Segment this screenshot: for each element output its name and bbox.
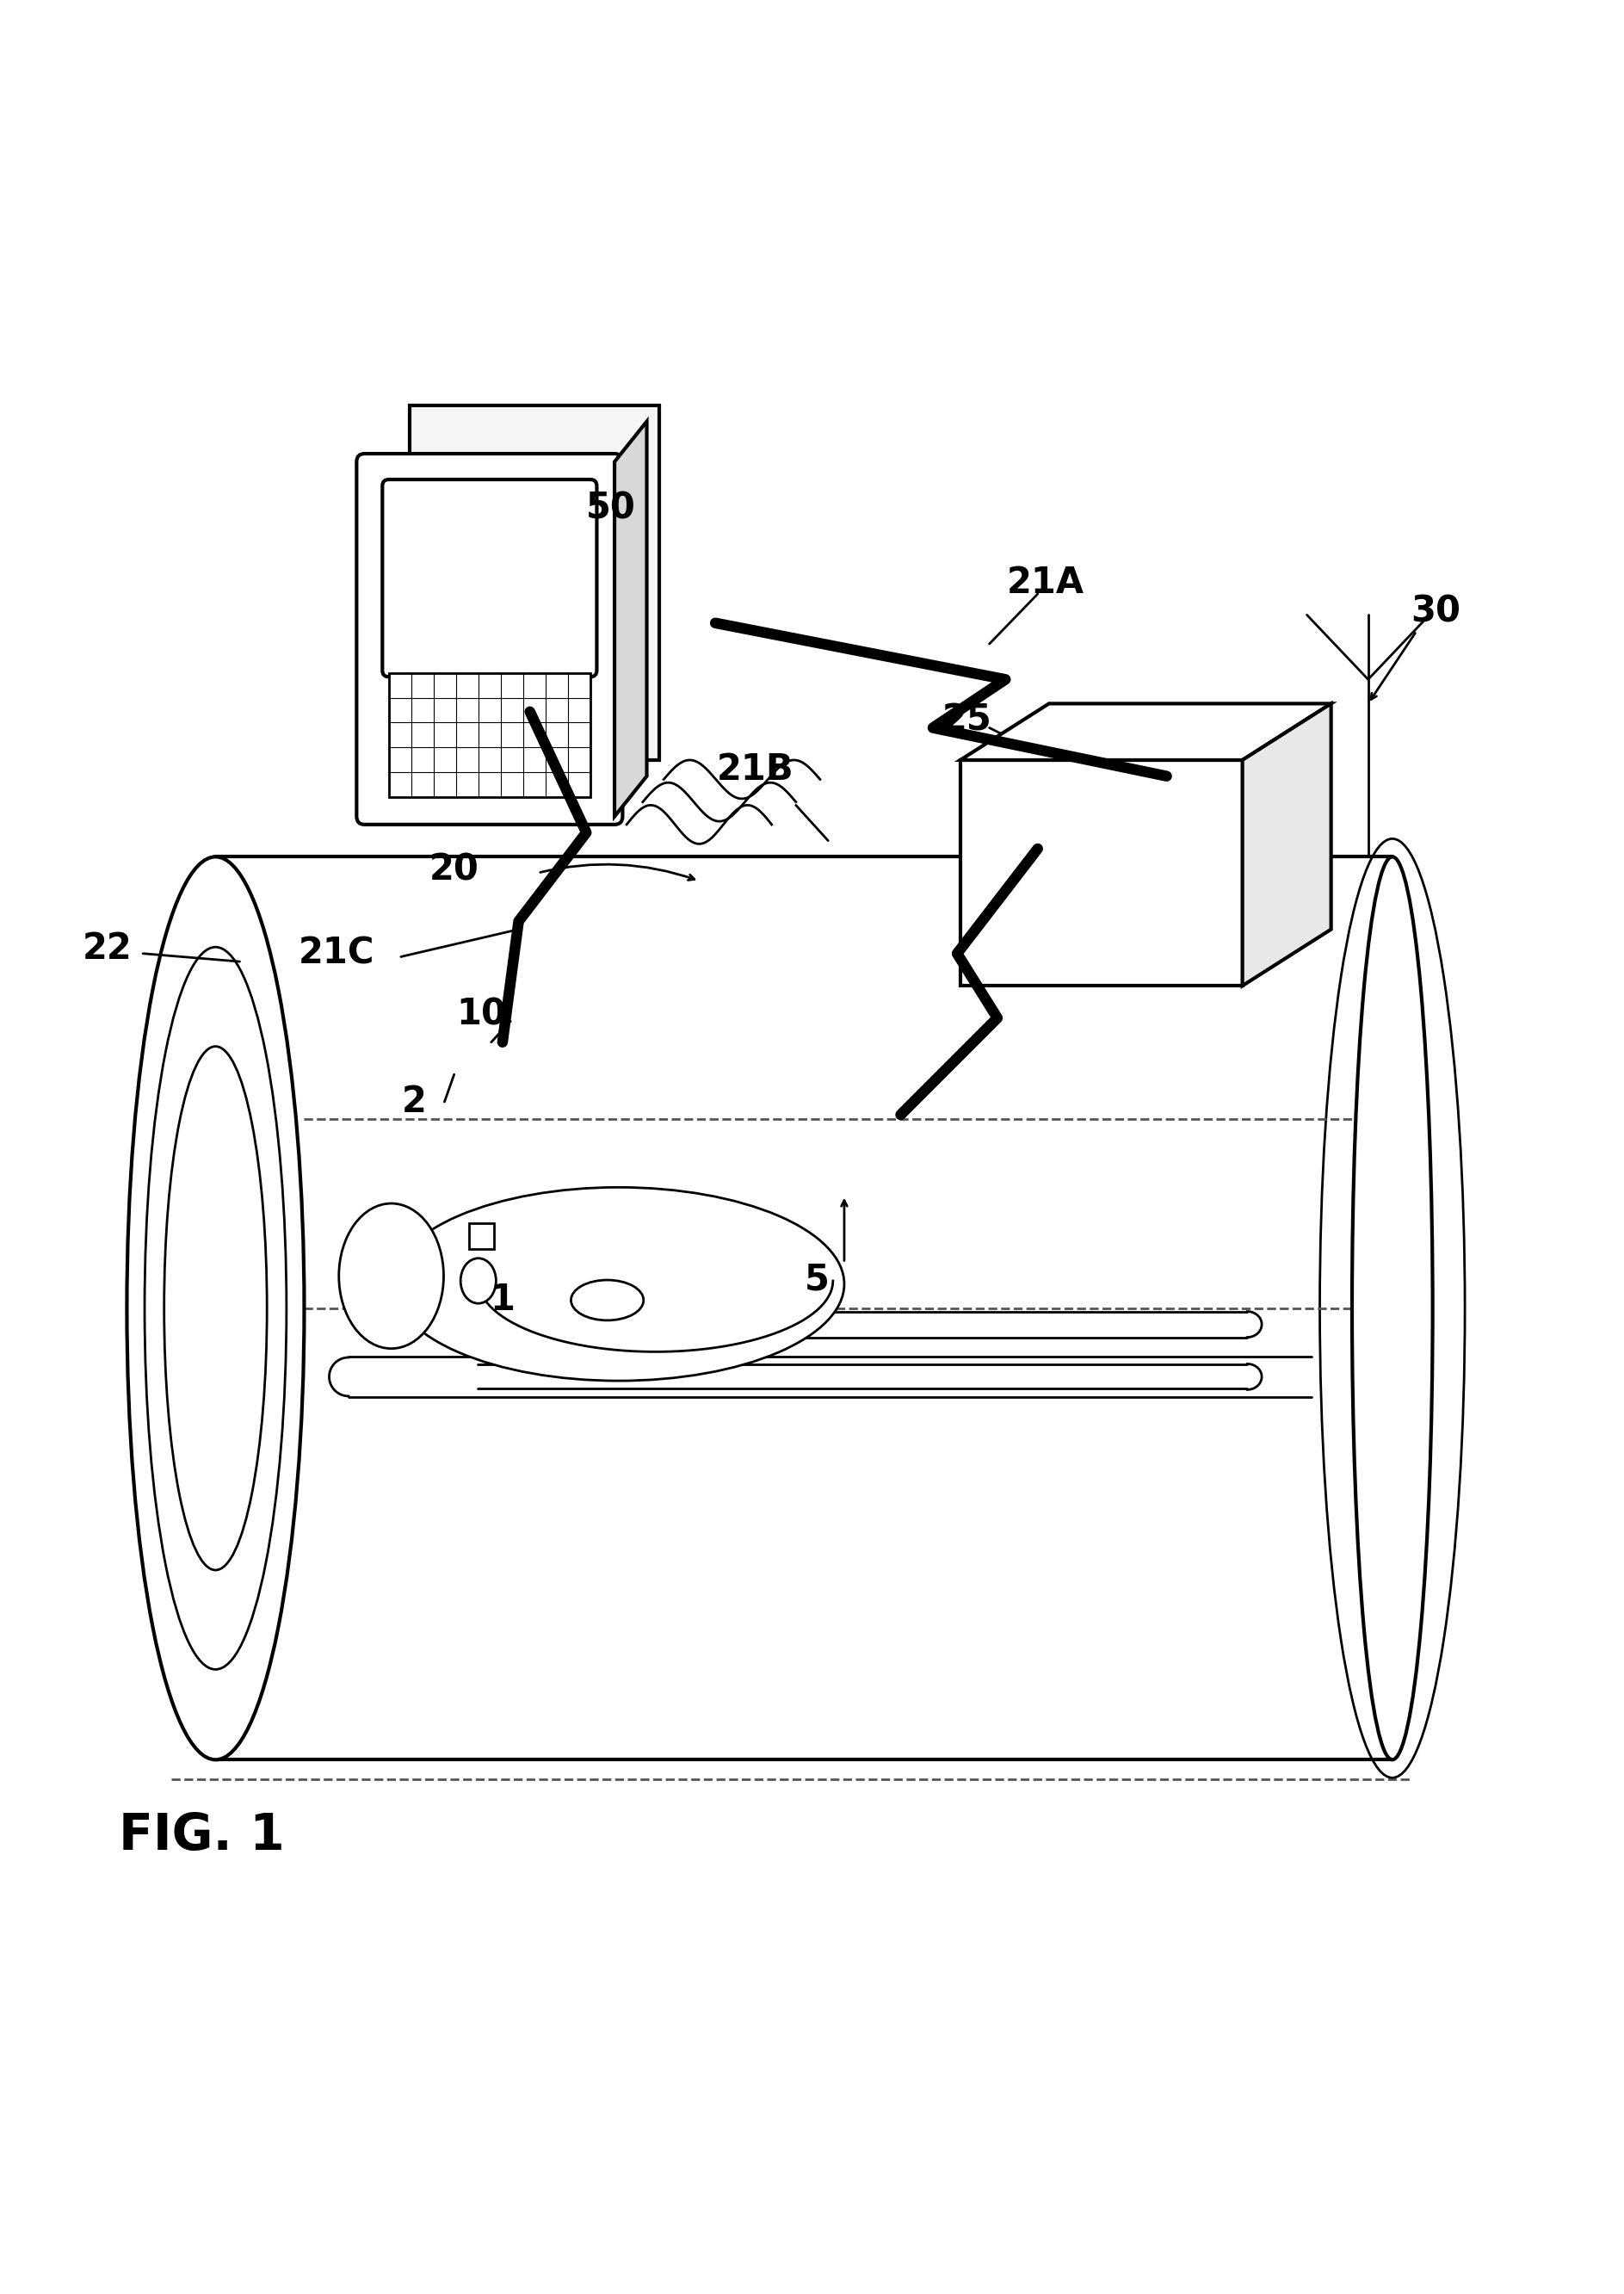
Bar: [388, 672, 591, 796]
FancyBboxPatch shape: [357, 454, 622, 824]
Text: 30: 30: [1411, 594, 1462, 631]
Ellipse shape: [572, 1280, 643, 1321]
Bar: [216, 856, 1392, 1759]
Text: 1: 1: [490, 1282, 515, 1319]
Polygon shape: [1242, 704, 1332, 986]
Text: 22: 22: [83, 931, 133, 966]
Text: 21A: 21A: [1007, 564, 1085, 601]
Text: 20: 20: [429, 851, 479, 888]
Ellipse shape: [127, 856, 304, 1759]
Text: 2: 2: [401, 1083, 425, 1119]
Ellipse shape: [145, 947, 286, 1670]
Text: 50: 50: [586, 491, 635, 528]
Text: 5: 5: [804, 1262, 830, 1298]
FancyBboxPatch shape: [382, 479, 596, 677]
Polygon shape: [409, 406, 659, 759]
Bar: [469, 1223, 494, 1248]
Ellipse shape: [393, 1188, 844, 1381]
Text: 10: 10: [456, 996, 507, 1032]
Ellipse shape: [1320, 840, 1465, 1778]
Polygon shape: [614, 422, 646, 817]
Ellipse shape: [1353, 856, 1432, 1759]
Text: 21B: 21B: [718, 752, 794, 787]
Polygon shape: [960, 704, 1332, 759]
Text: 21C: 21C: [299, 936, 375, 973]
Text: FIG. 1: FIG. 1: [119, 1810, 284, 1860]
Ellipse shape: [164, 1046, 266, 1569]
Ellipse shape: [339, 1204, 443, 1349]
Ellipse shape: [461, 1257, 495, 1303]
Bar: [960, 759, 1242, 986]
Text: 25: 25: [942, 702, 992, 739]
